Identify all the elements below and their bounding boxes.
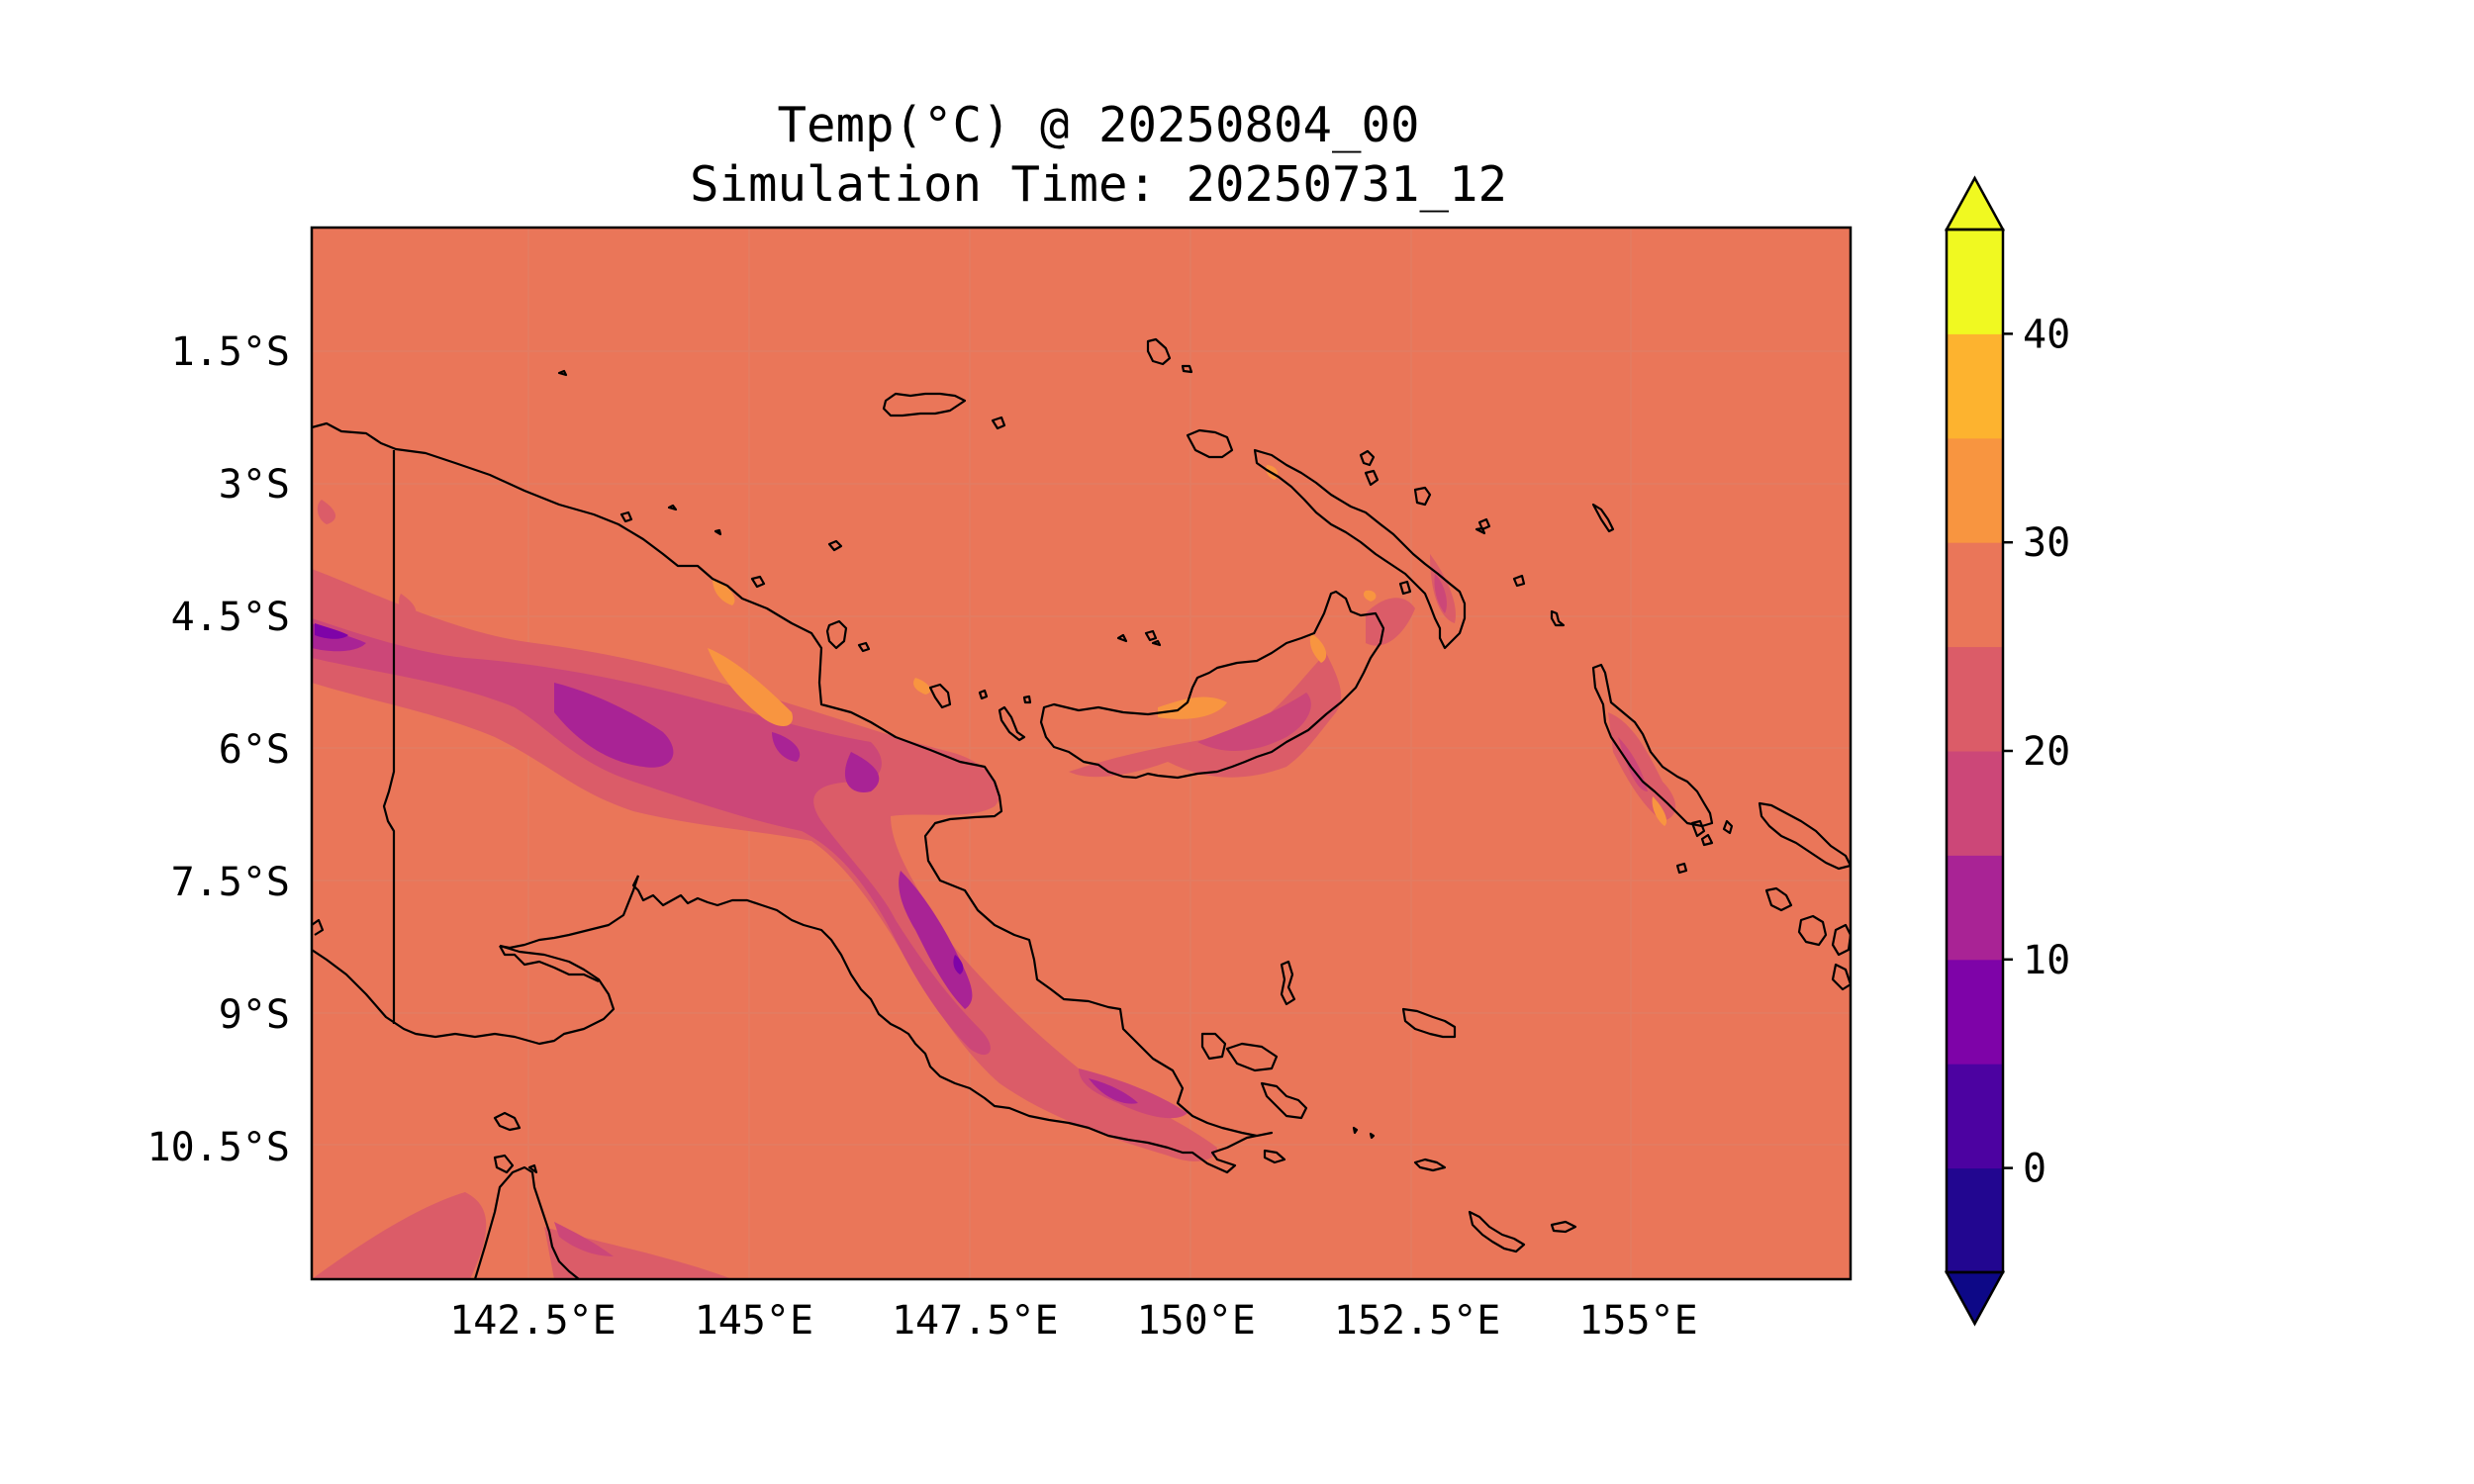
colorbar-segment [1947,1064,2003,1169]
band-5-10 [315,623,964,974]
lon-tick-label: 155°E [1578,1298,1697,1344]
colorbar-segment [1947,855,2003,961]
band-15-20 [312,574,1648,1256]
colorbar-tick-label: 40 [2023,312,2070,357]
colorbar-tick-label: 20 [2023,729,2070,775]
colorbar-tick-label: 10 [2023,938,2070,983]
chart-subtitle: Simulation Time: 20250731_12 [689,156,1507,213]
colorbar-segment [1947,437,2003,543]
lat-tick-label: 9°S [219,992,290,1038]
gridlines [312,228,1851,1279]
lat-tick-label: 7.5°S [171,860,290,905]
band-10-15 [312,623,1138,1104]
colorbar-segment [1947,230,2003,334]
lon-tick-label: 145°E [695,1298,813,1344]
colorbar-over-extension [1944,175,2006,232]
band-30-35 [708,465,1667,826]
longitude-axis: 142.5°E 145°E 147.5°E 150°E 152.5°E 155°E [449,1298,1698,1344]
temperature-field [312,228,1851,1279]
latitude-axis: 1.5°S 3°S 4.5°S 6°S 7.5°S 9°S 10.5°S [147,329,291,1170]
lon-tick-label: 150°E [1136,1298,1255,1344]
coastlines [312,337,1851,1279]
map-frame [310,226,1853,1281]
lat-tick-label: 4.5°S [171,595,290,640]
colorbar-segment [1947,333,2003,439]
colorbar-segment [1947,646,2003,752]
lon-tick-label: 147.5°E [892,1298,1059,1344]
lon-tick-label: 152.5°E [1334,1298,1501,1344]
lat-tick-label: 6°S [219,727,290,773]
lat-tick-label: 3°S [219,462,290,508]
colorbar-tick-label: 30 [2023,520,2070,566]
colorbar-under-extension [1944,1270,2006,1327]
chart-title: Temp(°C) @ 20250804_00 [777,97,1420,153]
colorbar-segment [1947,751,2003,856]
lon-tick-label: 142.5°E [449,1298,617,1344]
colorbar-segment [1947,959,2003,1065]
colorbar-segment [1947,1167,2003,1273]
colorbar-segment [1947,542,2003,648]
lat-tick-label: 1.5°S [171,329,290,375]
colorbar: 0 10 20 30 40 [1944,175,2070,1327]
colorbar-tick-label: 0 [2023,1147,2046,1192]
lat-tick-label: 10.5°S [147,1125,291,1170]
